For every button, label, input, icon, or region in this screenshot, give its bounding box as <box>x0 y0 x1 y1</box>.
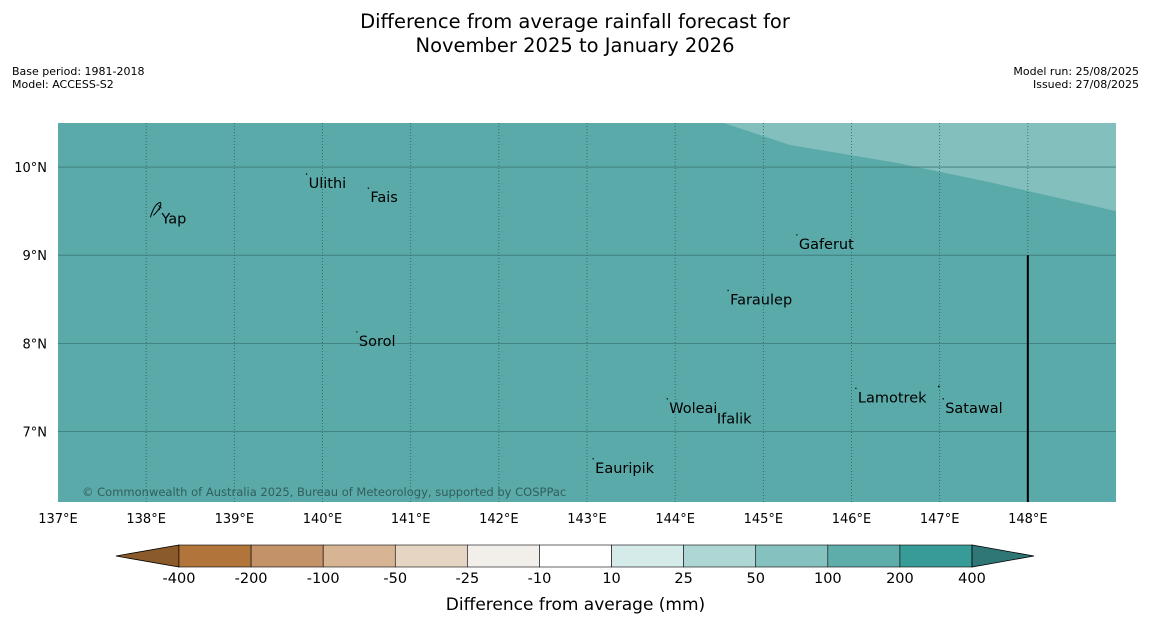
lon-tick-label: 137°E <box>38 512 78 527</box>
colorbar-tick-label: 25 <box>674 571 692 587</box>
lon-tick-label: 147°E <box>920 512 960 527</box>
atoll-marker <box>855 387 857 389</box>
colorbar-extend-high <box>971 544 1035 568</box>
colorbar-segment <box>755 544 829 568</box>
place-label: Eauripik <box>595 461 654 477</box>
atoll-marker <box>367 187 370 189</box>
issued-text: Issued: 27/08/2025 <box>1032 77 1139 91</box>
lat-tick-label: 7°N <box>23 425 48 440</box>
colorbar-tick-label: 400 <box>958 571 986 587</box>
place-label: Yap <box>160 211 186 227</box>
islet-marker <box>937 385 940 388</box>
lon-tick-label: 146°E <box>832 512 872 527</box>
map-title: Difference from average rainfall forecas… <box>0 10 1150 58</box>
colorbar-segment <box>683 544 757 568</box>
colorbar-tick-label: 50 <box>747 571 765 587</box>
colorbar-segment <box>394 544 468 568</box>
colorbar-tick-label: -400 <box>163 571 196 587</box>
lat-tick-label: 9°N <box>23 249 48 264</box>
atoll-marker <box>796 234 798 236</box>
colorbar-segment <box>611 544 684 568</box>
colorbar-tick-label: -50 <box>383 571 407 587</box>
title-line-2: November 2025 to January 2026 <box>415 34 735 57</box>
colorbar-tick-label: 10 <box>602 571 620 587</box>
meta-left: Base period: 1981-2018 Model: ACCESS-S2 <box>12 65 145 91</box>
lon-tick-label: 140°E <box>303 512 343 527</box>
lon-tick-label: 148°E <box>1008 512 1048 527</box>
place-label: Fais <box>370 190 397 206</box>
atoll-marker <box>727 289 729 292</box>
place-label: Lamotrek <box>858 390 927 406</box>
lon-tick-label: 142°E <box>479 512 519 527</box>
atoll-marker <box>666 398 668 400</box>
colorbar-title: Difference from average (mm) <box>446 595 705 615</box>
colorbar-tick-label: 100 <box>814 571 842 587</box>
yap-island-outline <box>149 201 162 218</box>
meta-right: Model run: 25/08/2025 Issued: 27/08/2025 <box>1013 65 1139 91</box>
place-label: Satawal <box>945 401 1002 417</box>
atoll-marker <box>942 398 944 400</box>
lat-tick-label: 10°N <box>14 161 47 176</box>
lon-tick-label: 143°E <box>567 512 607 527</box>
lon-tick-label: 144°E <box>655 512 695 527</box>
place-label: Ulithi <box>309 176 347 192</box>
colorbar-tick-label: -25 <box>456 571 480 587</box>
atoll-marker <box>356 331 358 333</box>
base-period-text: Base period: 1981-2018 <box>12 65 145 78</box>
copyright-text: © Commonwealth of Australia 2025, Bureau… <box>82 485 566 499</box>
lon-tick-label: 138°E <box>126 512 166 527</box>
colorbar-tick-label: -10 <box>528 571 552 587</box>
place-label: Woleai <box>669 401 717 417</box>
lon-tick-label: 145°E <box>744 512 784 527</box>
colorbar-segment <box>467 544 540 568</box>
model-run-text: Model run: 25/08/2025 <box>1013 65 1139 78</box>
colorbar-segment <box>827 544 901 568</box>
colorbar-segment <box>250 544 324 568</box>
atoll-marker <box>158 208 161 211</box>
title-line-1: Difference from average rainfall forecas… <box>360 10 790 33</box>
place-label: Ifalik <box>717 411 752 427</box>
place-label: Sorol <box>359 334 396 350</box>
lat-tick-label: 8°N <box>23 337 48 352</box>
colorbar-tick-label: -100 <box>307 571 340 587</box>
colorbar-segment <box>178 544 252 568</box>
lon-tick-label: 141°E <box>391 512 431 527</box>
atoll-marker <box>714 408 716 411</box>
place-label: Faraulep <box>730 292 792 308</box>
colorbar-segment <box>899 544 973 568</box>
colorbar-segment <box>539 544 612 568</box>
colorbar-segment <box>322 544 396 568</box>
colorbar-tick-label: -200 <box>235 571 268 587</box>
atoll-marker <box>592 458 594 460</box>
colorbar-tick-label: 200 <box>886 571 914 587</box>
colorbar-extend-low <box>115 544 180 568</box>
atoll-marker <box>305 173 308 175</box>
place-label: Gaferut <box>799 237 854 253</box>
model-text: Model: ACCESS-S2 <box>12 77 114 91</box>
lon-tick-label: 139°E <box>215 512 255 527</box>
